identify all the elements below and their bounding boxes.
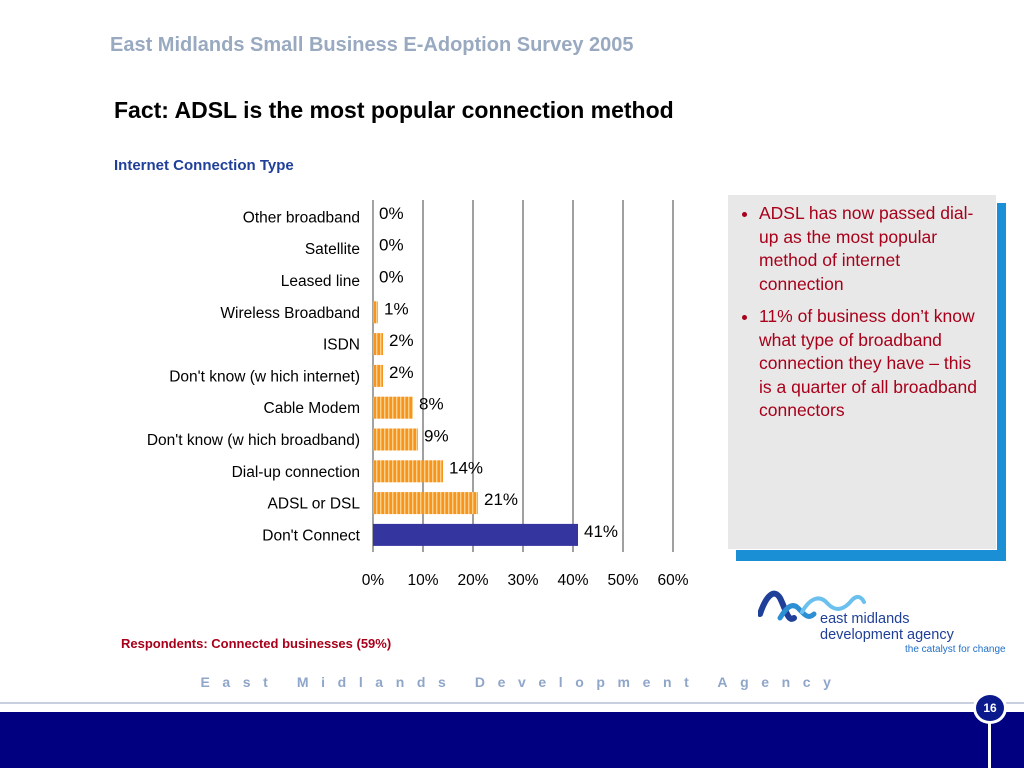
- category-label: Leased line: [281, 273, 360, 290]
- x-tick-label: 40%: [557, 572, 588, 589]
- bar: [373, 364, 383, 387]
- bar: [373, 301, 378, 324]
- value-label: 0%: [379, 204, 404, 223]
- category-label: Satellite: [305, 241, 360, 258]
- x-tick-label: 30%: [507, 572, 538, 589]
- value-label: 41%: [584, 522, 618, 541]
- bar: [373, 428, 418, 451]
- category-label: Dial-up connection: [232, 464, 360, 481]
- value-label: 0%: [379, 268, 404, 287]
- bar: [373, 492, 478, 515]
- survey-title: East Midlands Small Business E-Adoption …: [110, 34, 634, 56]
- logo-name: east midlands development agency: [820, 611, 954, 643]
- value-label: 2%: [389, 363, 414, 382]
- logo-tagline: the catalyst for change: [905, 644, 1006, 655]
- x-tick-label: 0%: [362, 572, 385, 589]
- x-tick-label: 20%: [457, 572, 488, 589]
- category-label: Don't know (w hich internet): [169, 368, 360, 385]
- info-bullet-list: ADSL has now passed dial-up as the most …: [728, 195, 996, 423]
- footer-divider: [0, 702, 1024, 704]
- value-label: 14%: [449, 458, 483, 477]
- value-label: 0%: [379, 236, 404, 255]
- info-box: ADSL has now passed dial-up as the most …: [727, 194, 997, 550]
- category-label: ADSL or DSL: [268, 496, 361, 513]
- slide-title: Fact: ADSL is the most popular connectio…: [114, 97, 674, 123]
- respondents-note: Respondents: Connected businesses (59%): [121, 636, 392, 651]
- info-bullet: 11% of business don’t know what type of …: [759, 305, 980, 423]
- bar: [373, 333, 383, 356]
- value-label: 8%: [419, 395, 444, 414]
- bar: [373, 460, 443, 483]
- footer-agency-name: East Midlands Development Agency: [200, 674, 844, 690]
- bar: [373, 396, 413, 419]
- page-badge-rod: [988, 720, 991, 768]
- logo-name-line2: development agency: [820, 627, 954, 643]
- value-label: 21%: [484, 490, 518, 509]
- category-label: Cable Modem: [264, 400, 361, 417]
- footer-bar: [0, 712, 1024, 768]
- value-label: 1%: [384, 299, 409, 318]
- value-label: 9%: [424, 427, 449, 446]
- logo-name-line1: east midlands: [820, 611, 910, 627]
- category-label: Other broadband: [243, 209, 360, 226]
- chart-title: Internet Connection Type: [114, 157, 294, 174]
- value-label: 2%: [389, 331, 414, 350]
- wave-logo-icon: [758, 590, 866, 622]
- category-label: Wireless Broadband: [220, 305, 360, 322]
- category-label: Don't know (w hich broadband): [147, 432, 360, 449]
- x-tick-label: 50%: [607, 572, 638, 589]
- bar: [373, 523, 578, 546]
- info-bullet: ADSL has now passed dial-up as the most …: [759, 202, 980, 296]
- category-label: ISDN: [323, 337, 360, 354]
- page-number-badge: 16: [973, 692, 1007, 724]
- emda-logo: east midlands development agency the cat…: [758, 578, 1008, 660]
- x-tick-label: 60%: [657, 572, 688, 589]
- x-tick-label: 10%: [407, 572, 438, 589]
- bar-chart: Other broadband Satellite Leased line Wirel…: [147, 200, 689, 589]
- category-label: Don't Connect: [262, 527, 360, 544]
